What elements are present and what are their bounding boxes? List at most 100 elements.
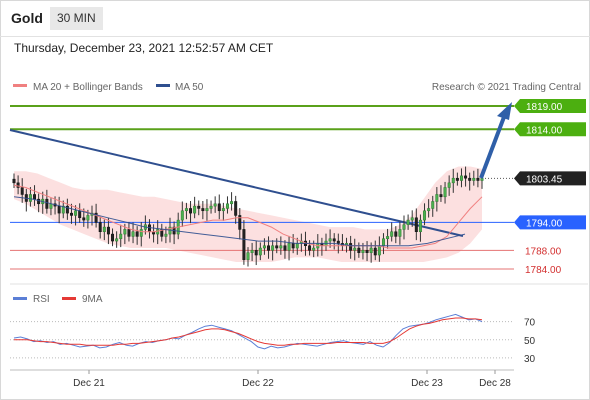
candle-body: [398, 229, 402, 237]
candle-body: [217, 203, 221, 212]
candle-body: [82, 217, 86, 221]
candle-body: [459, 175, 463, 181]
rsi-ma-legend-label: 9MA: [82, 294, 103, 305]
x-axis: Dec 21 Dec 22 Dec 23 Dec 28: [73, 370, 511, 389]
ma50-legend-swatch: [156, 84, 170, 87]
candle-body: [472, 177, 476, 181]
candle-body: [197, 205, 201, 209]
x-tick-label: Dec 23: [411, 378, 443, 389]
candle-body: [435, 194, 439, 202]
candle-body: [189, 208, 193, 214]
candle-body: [390, 231, 394, 237]
bb-legend-swatch: [13, 84, 27, 87]
timestamp: Thursday, December 23, 2021 12:52:57 AM …: [14, 41, 274, 55]
candle-body: [147, 224, 151, 232]
level-1803-45-label: 1803.45: [526, 174, 563, 185]
candle-body: [69, 212, 73, 216]
candle-body: [468, 177, 472, 181]
candle-body: [65, 205, 69, 214]
candle-body: [94, 212, 98, 223]
candle-body: [45, 198, 49, 209]
candle-body: [33, 194, 37, 200]
header-bar: Gold 30 MIN: [0, 0, 590, 37]
candle-body: [37, 198, 41, 205]
ma50-line: [13, 196, 466, 247]
candle-body: [57, 205, 61, 214]
candle-body: [332, 238, 336, 242]
candle-body: [414, 217, 418, 232]
candle-body: [234, 201, 238, 216]
candle-body: [406, 219, 410, 226]
trendline: [9, 129, 464, 237]
candle-body: [102, 226, 106, 232]
candle-body: [295, 243, 299, 249]
candle-body: [423, 210, 427, 221]
candle-body: [365, 250, 369, 253]
candle-body: [386, 236, 390, 239]
projection-arrow-shaft: [479, 116, 506, 179]
rsi-line: [13, 313, 483, 350]
candle-body: [230, 201, 234, 205]
candle-body: [357, 247, 361, 253]
candle-body: [127, 229, 131, 237]
candle-body: [180, 210, 184, 221]
bollinger-band: [14, 166, 482, 262]
rsi-tick-70: 70: [524, 318, 536, 329]
rsi-ma-line: [14, 317, 483, 346]
candle-body: [131, 231, 135, 237]
candle-body: [123, 229, 127, 235]
candle-body: [111, 233, 115, 242]
candle-body: [262, 245, 266, 249]
rsi-plot: 70 50 30: [10, 313, 536, 365]
level-1819-00-tag: [514, 99, 586, 113]
candle-body: [98, 222, 102, 232]
candle-body: [279, 245, 283, 249]
candle-body: [115, 238, 119, 242]
candle-body: [205, 208, 209, 212]
candle-body: [373, 247, 377, 256]
candle-body: [271, 245, 275, 251]
candle-body: [275, 245, 279, 249]
candle-body: [377, 245, 381, 256]
candle-body: [213, 203, 217, 207]
candle-body: [308, 245, 312, 251]
candle-body: [476, 177, 480, 181]
candle-body: [464, 175, 468, 179]
price-plot: 1819.00 1814.00 1803.45 1794.00 1788.00 1784.…: [9, 99, 588, 285]
candle-body: [394, 231, 398, 237]
timeframe-badge[interactable]: 30 MIN: [50, 7, 103, 30]
rsi-tick-50: 50: [524, 336, 536, 347]
projection-arrow-head: [497, 102, 512, 120]
rsi-tick-30: 30: [524, 354, 536, 365]
x-tick-label: Dec 22: [242, 378, 274, 389]
candle-body: [238, 215, 242, 230]
candle-body: [349, 243, 353, 251]
candle-body: [164, 233, 168, 237]
candle-body: [106, 226, 110, 235]
x-tick-label: Dec 21: [73, 378, 105, 389]
candle-body: [312, 247, 316, 251]
candle-body: [184, 208, 188, 212]
candle-body: [267, 245, 271, 251]
rsi-legend-swatch: [13, 297, 27, 300]
candle-body: [369, 247, 373, 253]
bb-legend-label: MA 20 + Bollinger Bands: [33, 82, 143, 93]
level-1784-00-label: 1784.00: [525, 265, 562, 276]
candle-body: [225, 203, 229, 209]
candle-body: [12, 178, 16, 184]
candle-body: [455, 177, 459, 181]
level-1794-00-label: 1794.00: [526, 218, 563, 229]
candle-body: [431, 201, 435, 209]
candle-body: [49, 203, 53, 209]
candle-body: [86, 215, 90, 221]
candle-body: [361, 250, 365, 253]
candle-body: [353, 247, 357, 251]
candle-body: [443, 187, 447, 198]
candle-body: [427, 208, 431, 212]
candle-body: [287, 243, 291, 251]
level-1794-00-tag: [514, 215, 586, 230]
rsi-legend-label: RSI: [33, 294, 50, 305]
candle-body: [193, 205, 197, 214]
candle-body: [250, 250, 254, 253]
candle-body: [20, 187, 24, 195]
